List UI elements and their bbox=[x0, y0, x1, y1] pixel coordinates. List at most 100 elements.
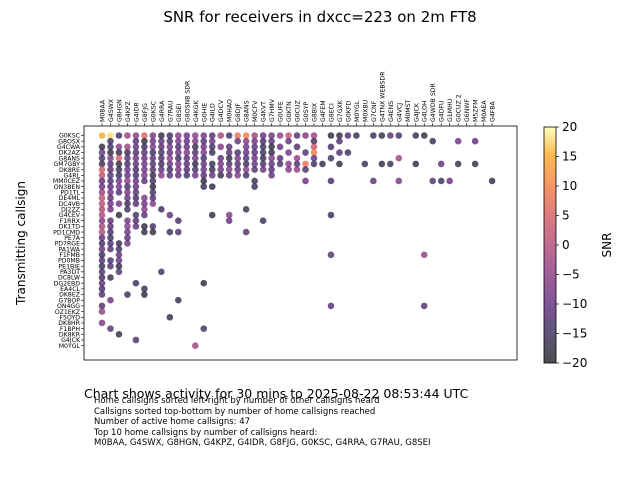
data-point bbox=[327, 177, 335, 185]
data-point bbox=[225, 217, 233, 224]
y-tick-label: F1FMB bbox=[59, 252, 80, 259]
data-point bbox=[98, 262, 106, 270]
data-point bbox=[124, 160, 131, 168]
x-tick-label: G0KSC bbox=[150, 101, 157, 122]
data-point bbox=[200, 143, 208, 151]
y-tick-label: OZ1EKZ bbox=[55, 309, 80, 316]
data-point bbox=[251, 160, 258, 168]
data-point bbox=[141, 285, 148, 293]
data-point bbox=[98, 319, 106, 327]
data-point bbox=[107, 217, 114, 224]
data-point bbox=[208, 143, 216, 151]
data-point bbox=[124, 206, 131, 213]
data-point bbox=[141, 166, 148, 173]
data-point bbox=[98, 251, 106, 259]
data-point bbox=[107, 189, 114, 196]
x-tick-label: M5ZFM bbox=[473, 100, 480, 122]
y-tick-label: PD1TL bbox=[60, 190, 80, 197]
colorbar-tick-label: 20 bbox=[562, 120, 577, 134]
y-tick-label: DC4VB bbox=[59, 201, 81, 208]
data-point bbox=[141, 143, 148, 151]
data-point bbox=[98, 268, 106, 276]
data-point bbox=[208, 183, 216, 190]
data-point bbox=[98, 149, 106, 156]
data-point bbox=[141, 200, 148, 207]
x-tick-label: G0CUZ 2 bbox=[456, 94, 463, 122]
data-point bbox=[115, 211, 123, 219]
data-point bbox=[327, 143, 335, 151]
data-point bbox=[132, 279, 140, 287]
data-point bbox=[217, 166, 225, 173]
plot-frame bbox=[83, 125, 518, 361]
data-point bbox=[98, 308, 106, 315]
data-point bbox=[158, 171, 165, 179]
data-point bbox=[395, 177, 403, 185]
note-line: Home callsigns sorted left-right by numb… bbox=[94, 396, 380, 406]
x-tick-label: G8ANS bbox=[244, 100, 251, 122]
data-point bbox=[242, 143, 250, 151]
data-point bbox=[98, 234, 106, 242]
data-point bbox=[107, 143, 114, 151]
data-point bbox=[158, 143, 165, 151]
data-point bbox=[124, 194, 131, 202]
data-point bbox=[208, 137, 216, 145]
colorbar-gradient bbox=[544, 127, 556, 363]
data-point bbox=[158, 132, 165, 139]
y-tick-label: GM7GBY bbox=[53, 161, 80, 168]
data-point bbox=[107, 154, 114, 162]
data-point bbox=[124, 183, 131, 190]
data-point bbox=[124, 234, 131, 242]
x-tick-label: G4KGK bbox=[193, 99, 200, 122]
data-point bbox=[175, 154, 182, 162]
data-point bbox=[234, 154, 241, 162]
data-point bbox=[107, 228, 114, 236]
data-point bbox=[310, 143, 318, 151]
chart-title: SNR for receivers in dxcc=223 on 2m FT8 bbox=[163, 8, 477, 26]
x-tick-label: M0AEA bbox=[481, 100, 488, 122]
data-point bbox=[191, 342, 199, 349]
data-point bbox=[242, 166, 250, 173]
data-point bbox=[166, 211, 174, 219]
data-point bbox=[217, 160, 225, 168]
data-point bbox=[107, 183, 114, 190]
y-tick-label: F1BPH bbox=[60, 326, 80, 333]
data-point bbox=[429, 137, 437, 145]
data-point bbox=[217, 132, 225, 139]
data-point bbox=[124, 132, 131, 139]
data-point bbox=[293, 143, 301, 151]
data-point bbox=[387, 160, 394, 168]
x-tick-label: G4KPZ bbox=[125, 101, 132, 122]
x-tick-label: G4KVT bbox=[261, 101, 268, 122]
data-point bbox=[175, 166, 182, 173]
note-line: Top 10 home callsigns by number of calls… bbox=[94, 427, 318, 438]
y-tick-label: PA3DT bbox=[60, 269, 80, 276]
data-point bbox=[276, 154, 284, 162]
data-point bbox=[175, 228, 182, 236]
data-point bbox=[251, 166, 258, 173]
data-point bbox=[242, 149, 250, 156]
data-point bbox=[98, 223, 106, 230]
x-tick-label: G4ENS bbox=[388, 101, 395, 122]
x-tick-label: G6NWF bbox=[464, 99, 471, 122]
y-tick-label: DK8HR bbox=[58, 320, 80, 327]
x-tick-label: G7GXK bbox=[337, 99, 344, 122]
data-point bbox=[115, 183, 123, 190]
data-point bbox=[98, 206, 106, 213]
data-point bbox=[437, 160, 445, 168]
data-point bbox=[225, 171, 233, 179]
x-tick-label: M0HAO bbox=[227, 99, 234, 122]
data-point bbox=[141, 137, 148, 145]
data-point bbox=[124, 171, 131, 179]
data-point bbox=[378, 160, 386, 168]
data-point bbox=[268, 143, 275, 151]
data-point bbox=[149, 171, 157, 179]
data-point bbox=[327, 154, 335, 162]
y-tick-label: G0KSC bbox=[59, 133, 80, 140]
data-point bbox=[107, 257, 114, 264]
colorbar-tick-label: −5 bbox=[562, 268, 580, 282]
data-point bbox=[98, 279, 106, 287]
data-point bbox=[149, 137, 157, 145]
data-point bbox=[234, 132, 241, 139]
data-point bbox=[107, 262, 114, 270]
data-point bbox=[115, 189, 123, 196]
